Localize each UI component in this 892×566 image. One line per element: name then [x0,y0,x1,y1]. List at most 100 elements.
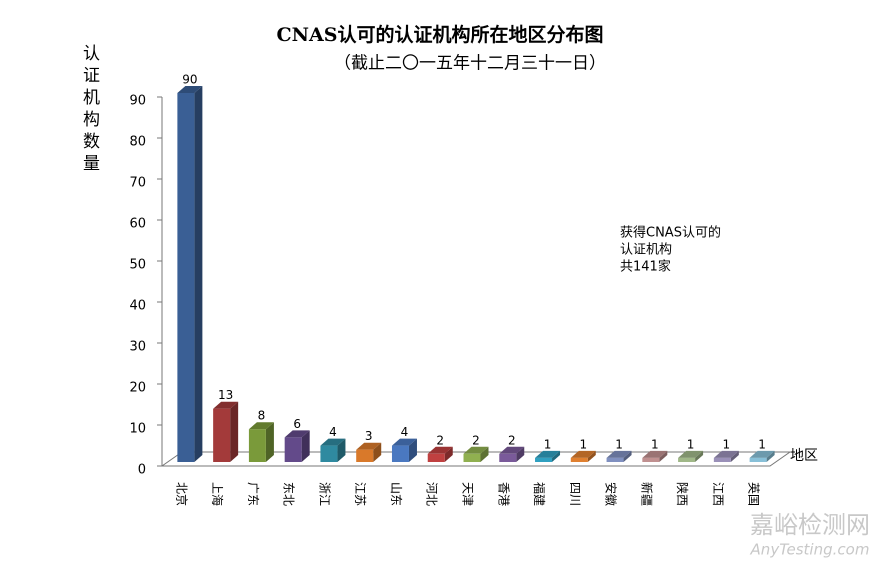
bar-side [408,438,417,462]
bar [606,457,624,462]
x-tick-label: 山东 [389,482,403,506]
data-label: 2 [436,433,444,447]
bar-top [284,430,310,438]
bar-top [391,438,417,446]
watermark: 嘉峪检测网 [750,511,870,539]
x-tick-label: 河北 [425,482,439,506]
annotation: 获得CNAS认可的 [620,225,721,241]
data-label: 1 [544,437,552,451]
x-tick-label: 北京 [174,482,188,506]
x-tick-label: 安徽 [604,482,619,506]
bar-side [587,450,596,462]
chart-subtitle: （截止二〇一五年十二月三十一日） [334,54,606,74]
bar-top [535,450,561,458]
y-tick-label: 40 [129,299,146,314]
bar-top [570,450,596,458]
bar-side [730,450,739,462]
bar [427,453,445,462]
bar [356,449,374,462]
bar-top [678,450,704,458]
bar-side [194,86,203,462]
bar [570,457,588,462]
y-tick-label: 50 [129,258,146,273]
x-tick-label: 上海 [210,482,225,506]
bar-top [356,442,382,450]
bar [463,453,481,462]
bar-top [427,446,453,454]
data-label: 6 [293,417,301,431]
bar-top [177,86,203,93]
data-label: 90 [182,73,197,87]
bar-side [337,438,346,462]
x-tick-label: 浙江 [317,482,331,506]
data-label: 1 [651,437,659,451]
x-tick-label: 东北 [282,482,296,506]
bar-side [766,450,775,462]
data-label: 8 [258,409,266,423]
x-tick-label: 福建 [532,482,547,506]
x-tick-label: 广东 [246,482,260,506]
bar-top [320,438,346,446]
bar [248,429,266,462]
annotation: 认证机构 [620,243,672,258]
bar-side [230,401,239,462]
y-tick-label: 10 [129,422,146,437]
x-axis-label: 地区 [790,448,818,464]
data-label: 13 [218,388,233,402]
bar-side [444,446,453,462]
bar-top [749,450,775,458]
bar [320,445,338,462]
chart-title: CNAS认可的认证机构所在地区分布图 [277,23,604,46]
data-label: 4 [329,425,337,439]
bar-top [642,450,668,458]
y-tick-label: 80 [129,135,146,150]
x-tick-label: 江苏 [353,482,367,506]
bar-top [499,446,525,454]
data-label: 1 [615,437,623,451]
bar [177,93,195,462]
bar-side [623,450,632,462]
bar [284,437,302,462]
bar [713,457,731,462]
bar-side [265,422,274,462]
data-label: 2 [508,433,516,447]
bar [749,457,767,462]
bar [213,408,231,462]
data-label: 1 [687,437,695,451]
annotation: 共141家 [620,259,671,275]
bar-side [301,430,310,462]
x-tick-label: 新疆 [639,482,654,506]
y-tick-label: 30 [129,340,146,355]
bar [499,453,517,462]
y-tick-label: 70 [129,176,146,191]
y-axis-label: 认证机构数量 [79,44,99,176]
bar-side [695,450,704,462]
bar-side [480,446,489,462]
x-tick-label: 四川 [568,482,582,506]
data-label: 4 [401,425,409,439]
x-tick-label: 陕西 [675,482,690,506]
bar [642,457,660,462]
bar-side [373,442,382,462]
y-tick-label: 60 [129,217,146,232]
bar [391,445,409,462]
data-label: 1 [723,437,731,451]
bar [535,457,553,462]
data-label: 1 [579,437,587,451]
bar-side [552,450,561,462]
x-tick-label: 英国 [747,482,761,506]
bar [678,457,696,462]
bar-top [248,422,274,430]
x-tick-label: 香港 [496,482,510,506]
bar-top [606,450,632,458]
bar-side [516,446,525,462]
watermark: AnyTesting.com [750,541,870,559]
y-tick-label: 0 [138,463,146,478]
bar-top [213,401,239,409]
x-tick-label: 天津 [461,482,475,506]
bar-top [463,446,489,454]
bar-side [659,450,668,462]
data-label: 2 [472,433,480,447]
